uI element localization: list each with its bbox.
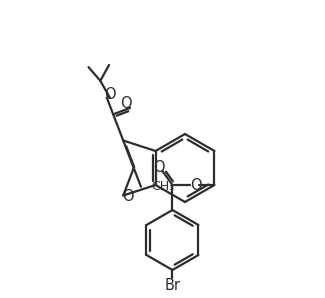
Text: CH₃: CH₃ xyxy=(151,180,174,193)
Text: O: O xyxy=(153,161,164,176)
Text: O: O xyxy=(120,97,132,111)
Text: Br: Br xyxy=(164,277,180,293)
Text: O: O xyxy=(123,189,134,204)
Text: O: O xyxy=(189,178,201,193)
Text: O: O xyxy=(104,87,116,102)
